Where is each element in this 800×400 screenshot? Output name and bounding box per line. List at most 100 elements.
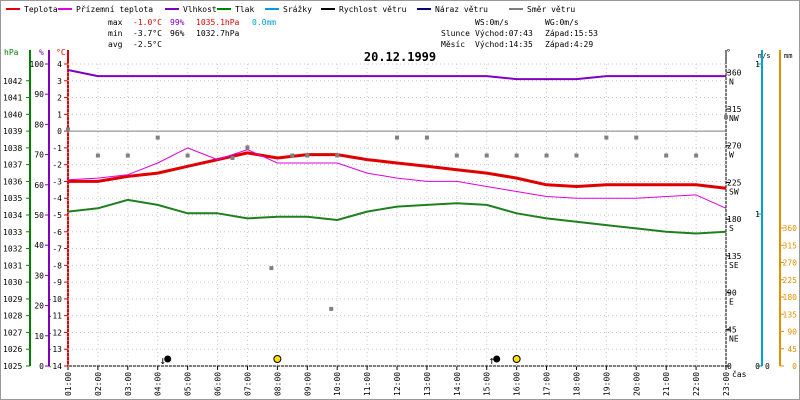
- wind-direction-point: [125, 153, 130, 158]
- grid: [67, 63, 727, 367]
- temp-tick-label: -2: [52, 161, 62, 170]
- legend-label-1: Přízemní teplota: [76, 5, 153, 14]
- time-unit: čas: [732, 369, 747, 379]
- wind-direction-point: [305, 153, 310, 158]
- wind-direction-point: [724, 115, 728, 120]
- dir-compass-label: SE: [729, 261, 739, 270]
- axis-units: hPa % °C ° m/s mm čas: [4, 48, 792, 379]
- temp-tick-label: -6: [52, 228, 62, 237]
- direction-unit: °: [726, 48, 731, 57]
- x-tick-label: 21:00: [662, 372, 671, 396]
- scale-tick-label: 360: [783, 224, 798, 233]
- rain-unit: mm: [784, 52, 792, 60]
- press-tick-label: 1038: [3, 144, 22, 153]
- wind-direction-point: [290, 153, 295, 158]
- press-tick-label: 1030: [3, 278, 22, 287]
- stats-avg-label: avg: [108, 40, 123, 49]
- temp-tick-label: -1: [52, 144, 62, 153]
- scale-tick-label: 315: [783, 241, 798, 250]
- press-tick-label: 1040: [3, 110, 22, 119]
- x-tick-label: 15:00: [483, 372, 492, 396]
- hum-tick-label: 90: [34, 90, 44, 99]
- wind-arrow: ↑: [488, 354, 495, 367]
- press-tick-label: 1031: [3, 261, 22, 270]
- info-moonset: Západ:4:29: [545, 40, 593, 49]
- series-line-2: [67, 69, 726, 81]
- x-tick-label: 02:00: [94, 372, 103, 396]
- wind-direction-point: [230, 155, 235, 160]
- wind-marker: [164, 355, 172, 363]
- wind-direction-point: [395, 135, 399, 140]
- legend-label-7: Směr větru: [527, 5, 575, 14]
- wind-direction-point: [424, 135, 429, 140]
- dir-tick-label: 360: [727, 68, 742, 77]
- scale-tick-label: 135: [783, 310, 798, 319]
- press-tick-label: 1042: [3, 77, 22, 86]
- dir-tick-label: 315: [727, 105, 742, 114]
- legend-label-3: Tlak: [235, 5, 254, 14]
- dir-tick-label: 180: [727, 215, 742, 224]
- stats-max-hum: 99%: [170, 18, 185, 27]
- stats-min-temp: -3.7°C: [133, 29, 162, 38]
- x-tick-label: 16:00: [513, 372, 522, 396]
- press-tick-label: 1041: [3, 94, 22, 103]
- dir-tick-label: 270: [727, 142, 742, 151]
- info-wg: WG:0m/s: [545, 18, 579, 27]
- info-sun-label: Slunce: [441, 29, 470, 38]
- wind-direction-point: [185, 153, 190, 158]
- temp-tick-label: 1: [57, 110, 62, 119]
- stats-min-hum: 96%: [170, 29, 185, 38]
- wind-direction-point: [604, 135, 609, 140]
- temp-tick-label: -12: [48, 328, 63, 337]
- press-tick-label: 1035: [3, 194, 22, 203]
- info-block: WS:0m/s WG:0m/s Slunce Východ:07:43 Zápa…: [441, 18, 598, 49]
- info-moonrise: Východ:14:35: [475, 40, 533, 49]
- hum-tick-label: 10: [34, 332, 44, 341]
- x-tick-label: 10:00: [333, 372, 342, 396]
- dir-tick-label: 135: [727, 252, 742, 261]
- wind-direction-point: [634, 135, 639, 140]
- press-tick-label: 1027: [3, 328, 22, 337]
- stats-block: max -1.0°C 99% 1035.1hPa 0.0mm min -3.7°…: [108, 18, 276, 49]
- temp-tick-label: 0: [57, 127, 62, 136]
- dir-compass-label: NW: [729, 114, 739, 123]
- wind-tick-label: 1: [755, 60, 760, 69]
- wind-direction-point: [335, 153, 340, 158]
- sunset-marker: [512, 355, 521, 363]
- humidity-unit: %: [39, 48, 44, 57]
- series-line-1: [67, 147, 727, 209]
- dir-compass-label: W: [729, 151, 734, 160]
- info-ws: WS:0m/s: [475, 18, 509, 27]
- wind-direction-point: [269, 266, 274, 271]
- hum-tick-label: 50: [34, 211, 44, 220]
- legend-label-5: Rychlost větru: [339, 5, 407, 14]
- x-tick-label: 14:00: [453, 372, 462, 396]
- x-tick-label: 03:00: [124, 372, 133, 396]
- hum-tick-label: 40: [34, 241, 44, 250]
- x-tick-label: 20:00: [632, 372, 641, 396]
- stats-max-label: max: [108, 18, 123, 27]
- wind-direction-point: [544, 153, 549, 158]
- stats-max-temp: -1.0°C: [133, 18, 162, 27]
- wind-direction-point: [66, 127, 70, 132]
- wind-tick-label: 1: [755, 210, 760, 219]
- wind-direction-point: [155, 135, 160, 140]
- wind-direction-point: [574, 153, 579, 158]
- press-tick-label: 1028: [3, 312, 22, 321]
- x-tick-label: 07:00: [243, 372, 252, 396]
- wind-arrow: ↓: [159, 354, 166, 367]
- rain-tick-label: 0: [765, 362, 770, 371]
- stats-min-press: 1032.7hPa: [196, 29, 240, 38]
- info-sunset: Západ:15:53: [545, 29, 598, 38]
- temp-tick-label: -9: [52, 278, 62, 287]
- x-tick-label: 08:00: [273, 372, 282, 396]
- press-tick-label: 1033: [3, 228, 22, 237]
- dir-compass-label: S: [729, 224, 734, 233]
- dir-compass-label: E: [729, 298, 734, 307]
- press-tick-label: 1039: [3, 127, 22, 136]
- chart-title: 20.12.1999: [364, 50, 436, 64]
- hum-tick-label: 20: [34, 302, 44, 311]
- axis-ticks: 43210-1-2-3-4-5-6-7-8-9-10-11-12-13-1410…: [3, 60, 797, 396]
- sunrise-marker: [273, 355, 282, 363]
